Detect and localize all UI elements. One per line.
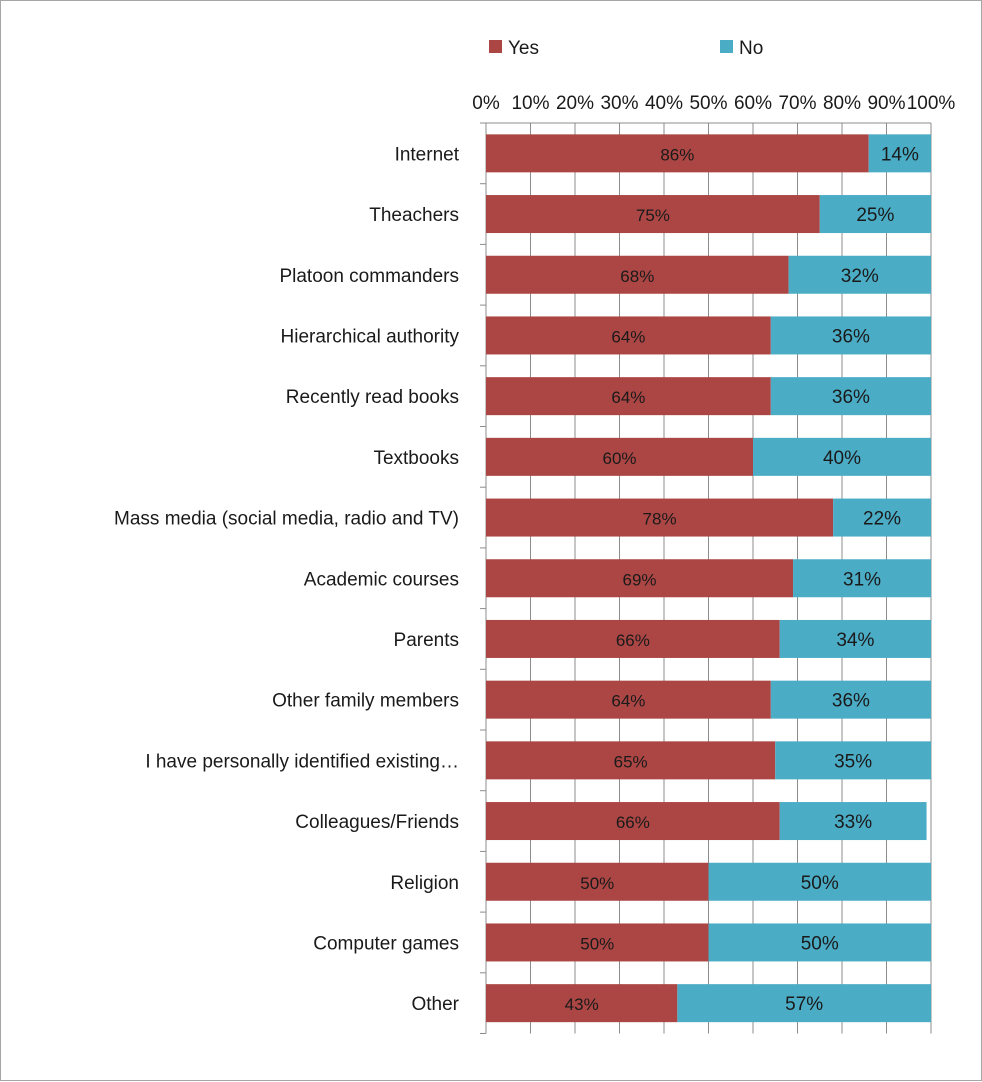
- category-label: Hierarchical authority: [281, 326, 460, 347]
- bar-no: [868, 134, 931, 173]
- bar-yes: [486, 619, 780, 658]
- category-label: Platoon commanders: [279, 266, 459, 287]
- data-label-yes: 64%: [611, 692, 645, 711]
- x-tick-label: 10%: [511, 93, 549, 114]
- category-label: Colleagues/Friends: [295, 812, 459, 833]
- data-label-no: 31%: [843, 569, 881, 590]
- data-label-no: 40%: [823, 448, 861, 469]
- category-label: I have personally identified existing…: [145, 751, 459, 772]
- bar-no: [770, 316, 931, 355]
- x-tick-label: 0%: [472, 93, 500, 114]
- data-label-no: 36%: [832, 691, 870, 712]
- data-label-yes: 64%: [611, 327, 645, 346]
- bar-no: [753, 437, 931, 476]
- bar-no: [708, 923, 931, 962]
- bar-yes: [486, 923, 709, 962]
- data-label-no: 35%: [834, 751, 872, 772]
- bar-no: [770, 377, 931, 416]
- data-label-no: 50%: [801, 873, 839, 894]
- data-label-no: 36%: [832, 387, 870, 408]
- x-tick-label: 90%: [867, 93, 905, 114]
- category-label: Theachers: [369, 205, 459, 226]
- data-label-yes: 64%: [611, 388, 645, 407]
- category-label: Academic courses: [304, 569, 459, 590]
- bar-no: [677, 984, 931, 1023]
- category-label: Recently read books: [286, 387, 459, 408]
- bar-yes: [486, 195, 820, 234]
- data-label-no: 14%: [881, 144, 919, 165]
- category-label: Parents: [394, 630, 459, 651]
- data-label-yes: 60%: [602, 449, 636, 468]
- data-label-yes: 65%: [614, 752, 648, 771]
- data-label-no: 32%: [841, 266, 879, 287]
- bar-yes: [486, 498, 834, 537]
- data-label-yes: 68%: [620, 267, 654, 286]
- bar-no: [819, 195, 931, 234]
- data-label-no: 36%: [832, 326, 870, 347]
- bar-no: [788, 255, 931, 294]
- legend-swatch-yes: [489, 40, 502, 53]
- bar-yes: [486, 741, 776, 780]
- bar-yes: [486, 559, 794, 598]
- category-label: Religion: [390, 873, 459, 894]
- bar-no: [779, 619, 931, 658]
- data-label-yes: 66%: [616, 631, 650, 650]
- data-label-yes: 50%: [580, 874, 614, 893]
- bar-yes: [486, 377, 771, 416]
- bar-yes: [486, 316, 771, 355]
- bar-yes: [486, 255, 789, 294]
- x-tick-label: 20%: [556, 93, 594, 114]
- bar-yes: [486, 680, 771, 719]
- category-label: Mass media (social media, radio and TV): [114, 509, 459, 530]
- data-label-yes: 86%: [660, 145, 694, 164]
- bar-yes: [486, 984, 678, 1023]
- bar-no: [833, 498, 931, 537]
- data-label-yes: 75%: [636, 206, 670, 225]
- x-tick-label: 80%: [823, 93, 861, 114]
- data-label-yes: 78%: [643, 510, 677, 529]
- legend-swatch-no: [720, 40, 733, 53]
- data-label-no: 50%: [801, 933, 839, 954]
- data-label-no: 25%: [856, 205, 894, 226]
- bar-no: [793, 559, 931, 598]
- data-label-no: 34%: [836, 630, 874, 651]
- category-label: Internet: [395, 144, 460, 165]
- category-label: Textbooks: [373, 448, 459, 469]
- data-label-yes: 66%: [616, 813, 650, 832]
- bar-yes: [486, 862, 709, 901]
- data-label-no: 57%: [785, 994, 823, 1015]
- bar-yes: [486, 802, 780, 841]
- x-tick-label: 100%: [907, 93, 956, 114]
- x-tick-label: 40%: [645, 93, 683, 114]
- bar-no: [779, 802, 927, 841]
- category-label: Other: [411, 994, 459, 1015]
- bar-no: [770, 680, 931, 719]
- data-label-yes: 43%: [565, 995, 599, 1014]
- data-label-no: 22%: [863, 509, 901, 530]
- legend-label-no: No: [739, 38, 763, 59]
- data-label-yes: 69%: [623, 570, 657, 589]
- bar-yes: [486, 437, 753, 476]
- x-tick-label: 30%: [600, 93, 638, 114]
- bar-no: [775, 741, 931, 780]
- data-label-no: 33%: [834, 812, 872, 833]
- bar-yes: [486, 134, 869, 173]
- x-tick-label: 60%: [734, 93, 772, 114]
- x-tick-label: 70%: [778, 93, 816, 114]
- legend-label-yes: Yes: [508, 38, 539, 59]
- data-label-yes: 50%: [580, 934, 614, 953]
- bar-no: [708, 862, 931, 901]
- x-tick-label: 50%: [689, 93, 727, 114]
- category-label: Computer games: [313, 933, 459, 954]
- category-label: Other family members: [272, 691, 459, 712]
